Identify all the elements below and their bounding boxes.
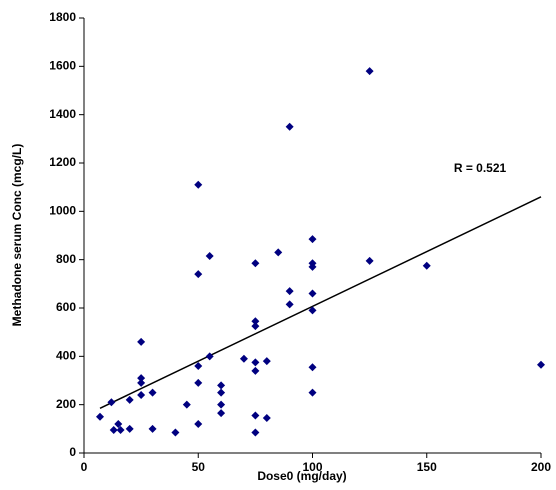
point bbox=[365, 67, 374, 76]
point bbox=[239, 354, 248, 363]
point bbox=[116, 426, 125, 435]
point bbox=[262, 413, 271, 422]
y-axis-label: Methadone serum Conc (mcg/L) bbox=[10, 144, 24, 327]
point bbox=[137, 378, 146, 387]
point bbox=[107, 398, 116, 407]
point bbox=[251, 259, 260, 268]
point bbox=[217, 409, 226, 418]
point bbox=[109, 426, 118, 435]
point bbox=[125, 395, 134, 404]
point bbox=[251, 411, 260, 420]
annotation: R = 0.521 bbox=[454, 161, 507, 175]
point bbox=[251, 358, 260, 367]
point bbox=[205, 352, 214, 361]
point bbox=[137, 337, 146, 346]
point bbox=[194, 420, 203, 428]
point bbox=[308, 262, 317, 271]
point bbox=[308, 363, 317, 372]
point bbox=[274, 248, 283, 257]
point bbox=[308, 289, 317, 298]
point bbox=[148, 388, 157, 397]
point bbox=[308, 388, 317, 397]
point bbox=[262, 357, 271, 366]
point bbox=[95, 412, 104, 421]
point bbox=[182, 400, 191, 409]
x-axis-label: Dose0 (mg/day) bbox=[257, 469, 346, 483]
x-tick-label: 150 bbox=[417, 460, 437, 474]
point bbox=[217, 388, 226, 397]
x-tick-label: 200 bbox=[531, 460, 551, 474]
point bbox=[251, 317, 260, 326]
y-tick-label: 200 bbox=[56, 397, 76, 411]
y-tick-label: 1000 bbox=[49, 204, 76, 218]
point bbox=[194, 362, 203, 370]
point bbox=[251, 428, 260, 437]
point bbox=[217, 381, 226, 390]
point bbox=[285, 287, 294, 296]
point bbox=[422, 261, 431, 270]
point bbox=[251, 322, 260, 331]
y-tick-label: 400 bbox=[56, 349, 76, 363]
x-tick-label: 0 bbox=[81, 460, 88, 474]
point bbox=[137, 391, 146, 399]
point bbox=[148, 424, 157, 433]
point bbox=[137, 374, 146, 383]
point bbox=[365, 256, 374, 265]
point bbox=[537, 360, 545, 369]
trend-line bbox=[99, 196, 542, 409]
y-tick-label: 600 bbox=[56, 300, 76, 314]
point bbox=[194, 180, 203, 189]
y-tick-label: 1200 bbox=[49, 155, 76, 169]
point bbox=[114, 420, 123, 428]
point bbox=[217, 400, 226, 409]
point bbox=[308, 306, 317, 315]
point bbox=[308, 235, 317, 244]
point bbox=[125, 424, 134, 433]
y-tick-label: 1400 bbox=[49, 107, 76, 121]
x-tick-label: 50 bbox=[192, 460, 206, 474]
y-tick-label: 1600 bbox=[49, 59, 76, 73]
y-tick-label: 1800 bbox=[49, 10, 76, 24]
x-tick-label: 100 bbox=[302, 460, 322, 474]
point bbox=[205, 252, 214, 261]
point bbox=[194, 270, 203, 279]
point bbox=[251, 366, 260, 375]
y-tick-label: 0 bbox=[69, 445, 76, 459]
point bbox=[285, 300, 294, 309]
y-tick-label: 800 bbox=[56, 252, 76, 266]
point bbox=[194, 378, 203, 387]
point bbox=[285, 122, 294, 131]
point bbox=[171, 428, 180, 437]
